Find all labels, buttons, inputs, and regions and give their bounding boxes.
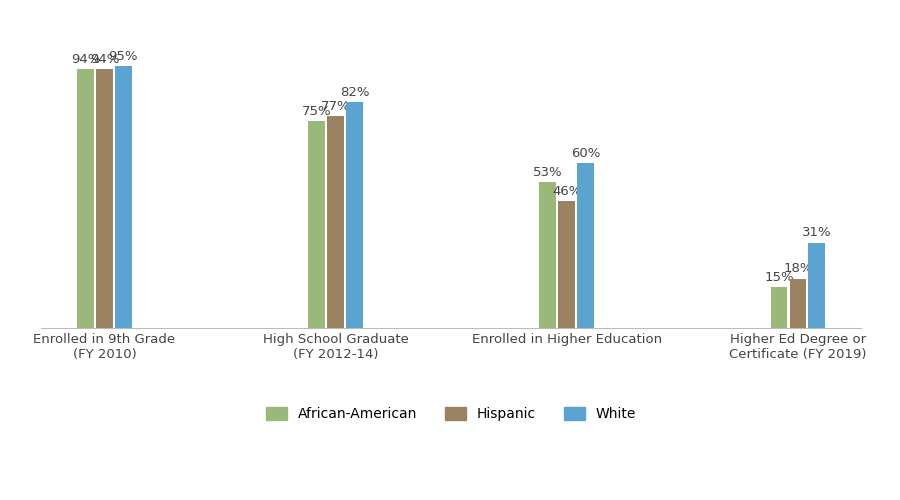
Bar — [96, 69, 112, 328]
Text: 18%: 18% — [783, 262, 813, 276]
Text: 46%: 46% — [552, 185, 581, 198]
Bar — [577, 163, 594, 328]
Bar — [77, 69, 94, 328]
Bar — [346, 102, 363, 328]
Text: 15%: 15% — [764, 270, 794, 283]
Bar — [115, 66, 131, 328]
Text: 95%: 95% — [109, 50, 138, 63]
Bar — [789, 278, 806, 328]
Bar — [770, 287, 788, 328]
Text: 82%: 82% — [339, 86, 369, 99]
Bar — [328, 116, 344, 328]
Legend: African-American, Hispanic, White: African-American, Hispanic, White — [260, 402, 642, 427]
Bar — [539, 182, 556, 328]
Text: 75%: 75% — [302, 105, 331, 118]
Text: 94%: 94% — [90, 53, 119, 66]
Text: 94%: 94% — [71, 53, 100, 66]
Bar — [309, 122, 325, 328]
Text: 31%: 31% — [802, 226, 832, 239]
Text: 53%: 53% — [533, 166, 562, 179]
Bar — [808, 243, 825, 328]
Text: 60%: 60% — [571, 146, 600, 160]
Bar — [558, 202, 575, 328]
Text: 77%: 77% — [320, 100, 350, 112]
